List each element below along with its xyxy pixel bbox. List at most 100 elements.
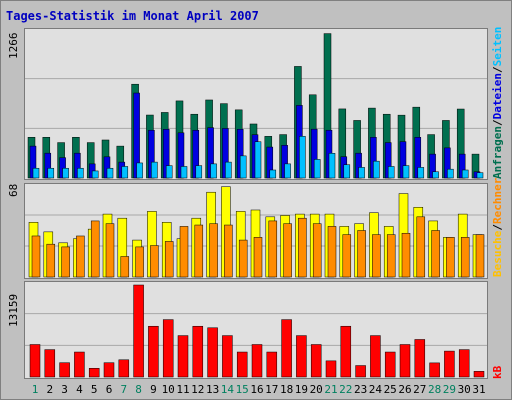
bar-rechner-19: [298, 217, 307, 278]
bar-rechner-29: [446, 237, 455, 278]
x-tick-label: 15: [236, 383, 249, 396]
bar-seiten-9: [151, 161, 158, 179]
bar-seiten-5: [91, 170, 99, 179]
bar-seiten-20: [313, 159, 321, 179]
bar-kb-10: [162, 319, 174, 378]
bar-kb-1: [29, 344, 41, 378]
x-tick-label: 19: [295, 383, 308, 396]
x-tick-label: 8: [135, 383, 142, 396]
bar-rechner-27: [416, 216, 426, 278]
x-tick-label: 17: [265, 383, 278, 396]
x-tick-label: 22: [339, 383, 352, 396]
bar-rechner-25: [386, 234, 396, 278]
bar-kb-25: [384, 351, 396, 378]
bar-seiten-15: [239, 155, 247, 179]
x-tick-label: 18: [280, 383, 293, 396]
bar-rechner-4: [76, 235, 85, 278]
bar-rechner-23: [357, 230, 366, 278]
bar-seiten-30: [461, 169, 469, 179]
bar-rechner-14: [224, 224, 233, 278]
bar-kb-11: [177, 335, 189, 378]
bar-seiten-7: [121, 166, 129, 179]
bar-kb-20: [310, 344, 322, 378]
bar-kb-12: [192, 325, 204, 378]
bar-seiten-6: [106, 167, 114, 179]
bar-kb-15: [236, 351, 248, 378]
bar-seiten-28: [432, 171, 439, 179]
bar-kb-27: [414, 339, 426, 378]
bar-kb-7: [118, 359, 130, 378]
bar-kb-18: [281, 319, 292, 378]
bar-seiten-17: [269, 169, 277, 179]
bar-rechner-22: [342, 234, 352, 278]
x-tick-label: 2: [46, 383, 53, 396]
bar-kb-17: [266, 351, 278, 378]
bar-rechner-12: [194, 224, 204, 278]
bar-kb-31: [473, 371, 485, 378]
x-tick-label: 4: [76, 383, 83, 396]
x-tick-label: 1: [32, 383, 39, 396]
x-tick-label: 23: [354, 383, 367, 396]
bar-rechner-15: [238, 239, 248, 278]
x-tick-label: 13: [206, 383, 219, 396]
bar-rechner-16: [253, 237, 263, 278]
bar-seiten-26: [402, 165, 410, 179]
bar-rechner-10: [164, 241, 174, 278]
bar-rechner-7: [120, 256, 130, 278]
bar-rechner-31: [475, 234, 485, 278]
x-tick-label: 5: [91, 383, 98, 396]
bar-seiten-8: [136, 162, 143, 179]
bar-seiten-14: [225, 161, 232, 179]
bar-rechner-17: [268, 220, 278, 278]
bar-kb-14: [222, 335, 233, 378]
x-tick-label: 21: [324, 383, 337, 396]
bar-rechner-26: [401, 232, 411, 278]
bar-rechner-20: [312, 223, 322, 278]
bar-rechner-24: [372, 234, 381, 278]
x-tick-label: 3: [61, 383, 68, 396]
bar-kb-4: [74, 351, 85, 378]
bar-kb-22: [340, 325, 352, 378]
bar-seiten-19: [299, 136, 306, 179]
x-tick-label: 20: [310, 383, 323, 396]
bar-kb-21: [325, 360, 337, 378]
bar-seiten-24: [373, 160, 380, 179]
bar-seiten-18: [284, 163, 291, 179]
bar-kb-3: [59, 362, 70, 378]
bar-rechner-18: [283, 223, 292, 278]
x-tick-label: 11: [176, 383, 189, 396]
chart-title: Tages-Statistik im Monat April 2007: [6, 9, 259, 23]
bar-rechner-1: [31, 235, 41, 278]
bar-seiten-1: [32, 167, 40, 179]
x-tick-label: 31: [472, 383, 485, 396]
x-tick-label: 14: [221, 383, 235, 396]
bar-seiten-29: [447, 168, 454, 179]
bar-kb-16: [251, 344, 263, 378]
x-tick-label: 9: [150, 383, 157, 396]
bar-rechner-13: [209, 223, 218, 278]
bar-seiten-13: [210, 163, 217, 179]
bar-rechner-8: [135, 246, 144, 278]
bar-rechner-28: [431, 230, 440, 278]
bar-seiten-25: [387, 166, 395, 179]
x-tick-label: 30: [458, 383, 471, 396]
bar-seiten-2: [47, 167, 55, 179]
x-tick-label: 29: [443, 383, 456, 396]
bar-kb-26: [399, 344, 411, 378]
x-tick-label: 27: [413, 383, 426, 396]
x-tick-label: 16: [250, 383, 263, 396]
x-tick-label: 7: [120, 383, 127, 396]
bar-kb-13: [207, 327, 218, 378]
bar-kb-24: [370, 335, 381, 378]
bar-kb-30: [458, 349, 470, 378]
bar-seiten-16: [254, 141, 262, 179]
bar-kb-6: [103, 362, 115, 378]
bar-seiten-10: [165, 165, 173, 179]
bar-kb-2: [44, 349, 56, 378]
bar-rechner-30: [460, 237, 470, 278]
bar-kb-19: [296, 335, 307, 378]
bar-kb-28: [429, 362, 440, 378]
bar-seiten-4: [77, 167, 84, 179]
bar-kb-23: [355, 365, 366, 378]
bar-seiten-11: [180, 166, 188, 179]
